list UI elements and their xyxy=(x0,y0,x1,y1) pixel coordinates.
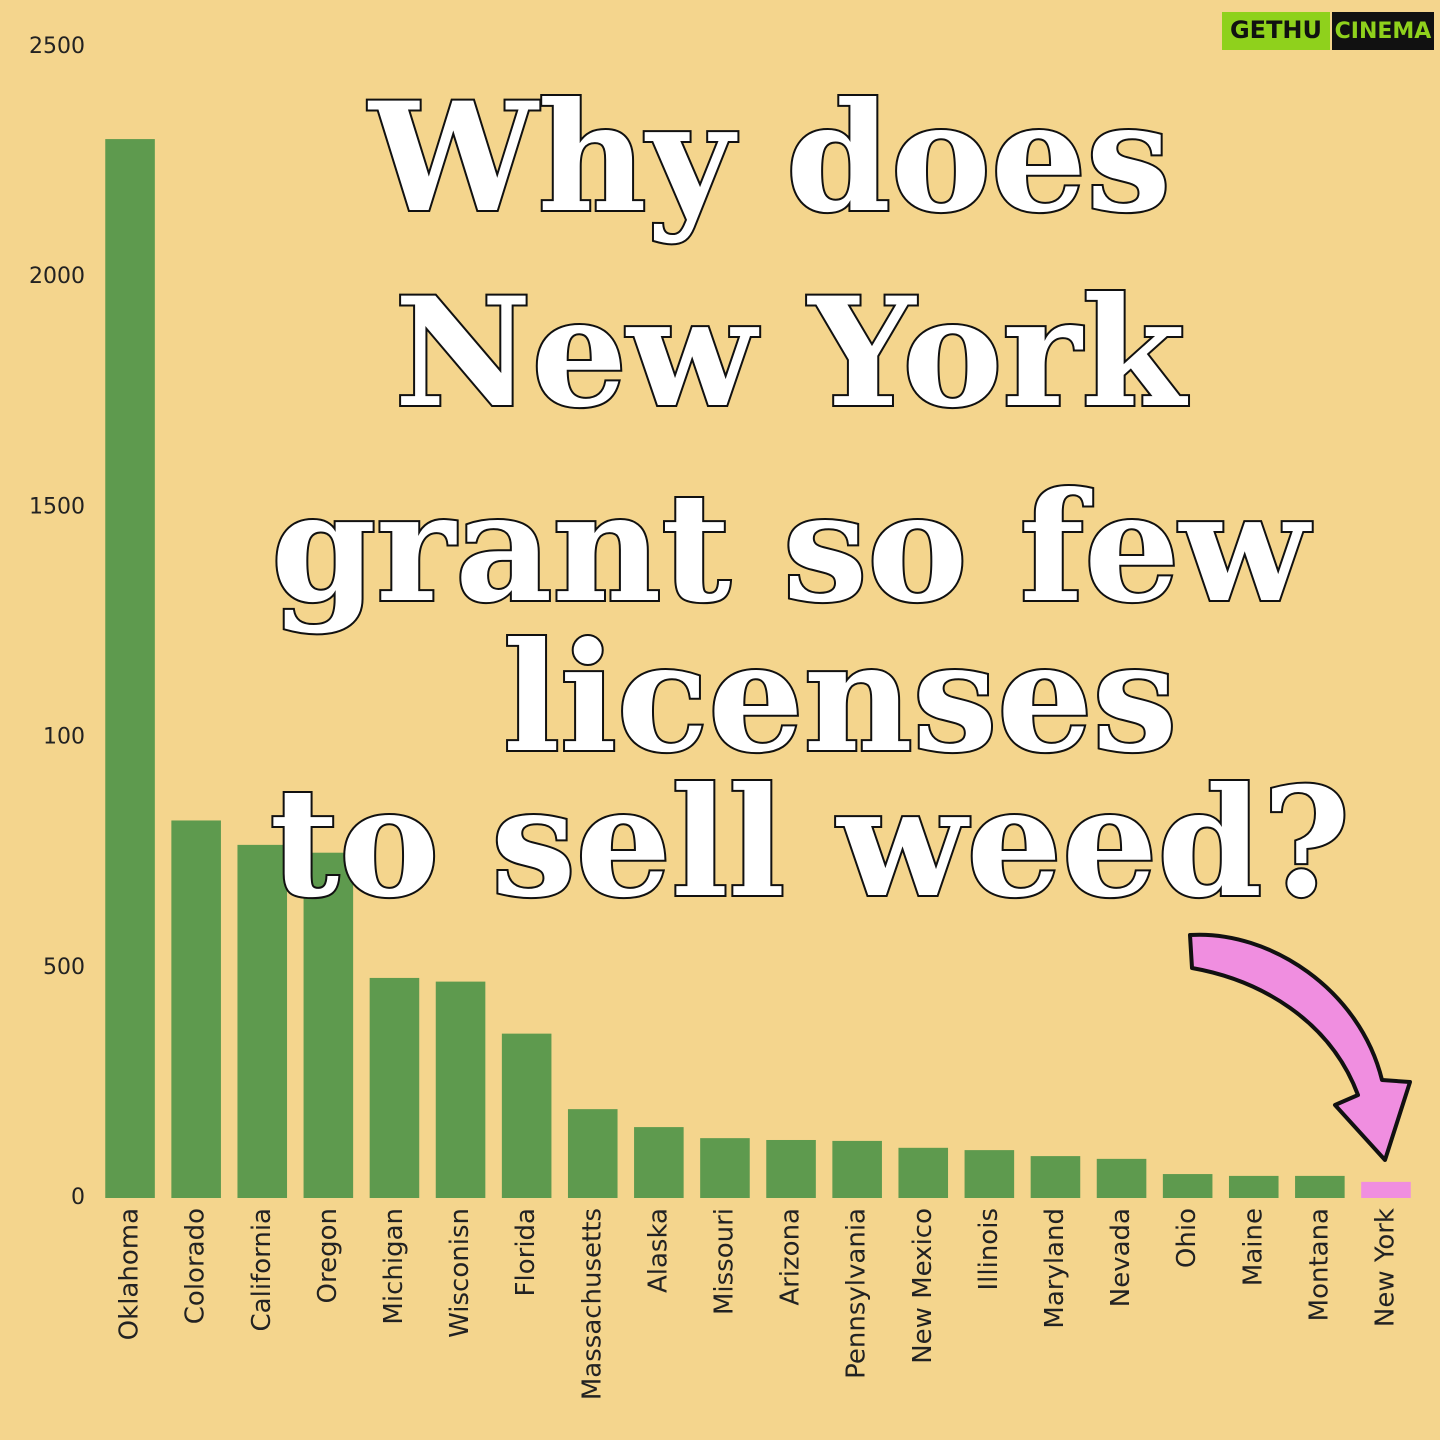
y-tick-label: 2500 xyxy=(29,34,85,59)
bar xyxy=(369,977,420,1198)
title-line: to sell weed? xyxy=(270,755,1350,931)
x-tick-label: Missouri xyxy=(709,1208,739,1315)
x-tick-label: Maine xyxy=(1238,1208,1268,1286)
title-line: Why does xyxy=(367,70,1171,246)
bar xyxy=(567,1109,618,1198)
bar xyxy=(435,981,486,1198)
bar xyxy=(634,1127,684,1198)
x-tick-label: Florida xyxy=(511,1208,541,1296)
logo-text: GETHU xyxy=(1230,16,1322,44)
bar xyxy=(1295,1175,1345,1198)
bar xyxy=(1361,1181,1411,1198)
y-tick-label: 100 xyxy=(43,725,85,750)
bar xyxy=(766,1139,816,1198)
title-line: grant so few xyxy=(271,460,1312,636)
bar xyxy=(105,139,155,1199)
x-tick-label: Oklahoma xyxy=(115,1208,145,1340)
bar xyxy=(1030,1156,1081,1198)
watermark: GETHU CINEMA xyxy=(1222,12,1434,50)
x-tick-label: Arizona xyxy=(776,1208,806,1306)
bar xyxy=(501,1033,552,1198)
x-tick-label: Massachusetts xyxy=(577,1208,607,1400)
title: Why does New York grant so few licenses … xyxy=(268,68,1352,933)
bar xyxy=(1096,1158,1147,1198)
arrow xyxy=(1188,932,1412,1162)
title-line: New York xyxy=(395,265,1189,441)
x-tick-label: Michigan xyxy=(379,1208,409,1325)
x-tick-label: Wisconisn xyxy=(445,1208,475,1338)
y-tick-label: 500 xyxy=(43,955,85,980)
x-tick-label: Maryland xyxy=(1040,1208,1070,1329)
x-tick-label: New Mexico xyxy=(908,1208,938,1364)
logo-text: CINEMA xyxy=(1335,19,1432,44)
x-tick-label: Nevada xyxy=(1106,1208,1136,1307)
y-tick-label: 0 xyxy=(71,1185,85,1210)
x-tick-label: Pennsylvania xyxy=(842,1208,872,1379)
bar xyxy=(832,1140,882,1198)
bar xyxy=(700,1138,750,1198)
y-tick-label: 2000 xyxy=(29,264,85,289)
x-tick-label: New York xyxy=(1370,1208,1400,1327)
x-tick-label: Alaska xyxy=(643,1208,673,1293)
plot: 0 500 100 1500 2000 2500 Oklahoma Colorado Calif… xyxy=(29,34,1411,1400)
logo-box xyxy=(1332,12,1434,50)
x-tick-label: Ohio xyxy=(1172,1208,1202,1268)
x-tick-label: Oregon xyxy=(313,1208,343,1303)
bar xyxy=(1162,1174,1213,1198)
y-tick-label: 1500 xyxy=(29,494,85,519)
bar xyxy=(237,844,288,1198)
x-tick-label: Illinois xyxy=(974,1208,1004,1291)
bar xyxy=(898,1147,949,1198)
logo-box xyxy=(1222,12,1330,50)
x-tick-label: California xyxy=(247,1208,277,1331)
x-tick-label: Colorado xyxy=(181,1208,211,1324)
bar xyxy=(964,1150,1015,1198)
bar xyxy=(171,820,221,1198)
x-tick-label: Montana xyxy=(1304,1208,1334,1321)
title-line: licenses xyxy=(503,610,1177,786)
bar xyxy=(303,852,354,1198)
bar xyxy=(1228,1175,1279,1198)
